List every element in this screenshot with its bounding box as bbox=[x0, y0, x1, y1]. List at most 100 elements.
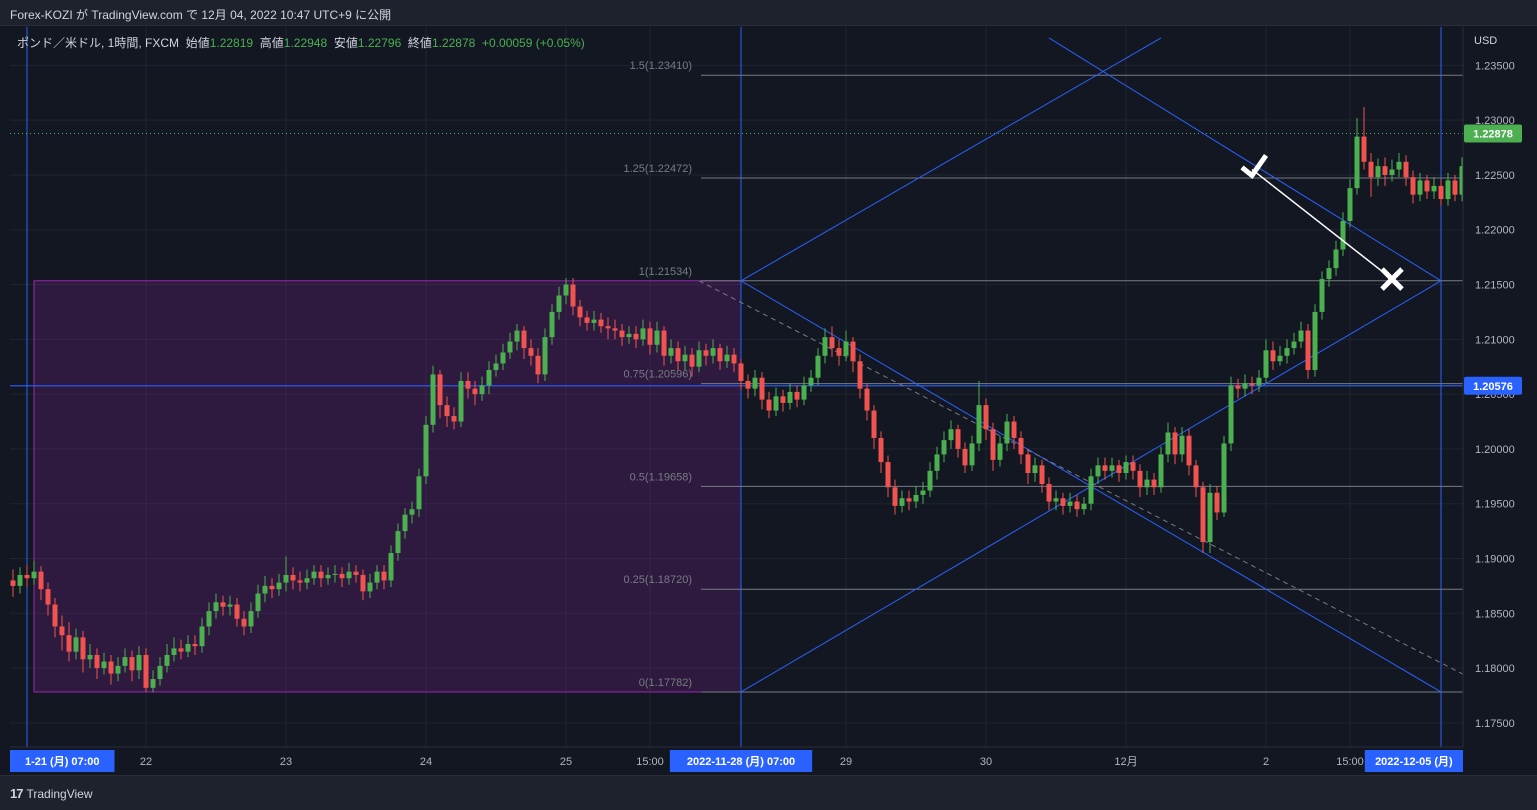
candle bbox=[801, 376, 807, 406]
candle-body bbox=[745, 380, 751, 389]
candle-body bbox=[374, 571, 380, 583]
candle bbox=[1340, 212, 1346, 257]
candle-body bbox=[171, 648, 177, 655]
candle bbox=[864, 383, 870, 421]
candle-body bbox=[934, 454, 940, 471]
candle-body bbox=[451, 416, 457, 422]
candle-body bbox=[1137, 470, 1143, 488]
price-tick-label: 1.18000 bbox=[1475, 663, 1515, 675]
candle-body bbox=[262, 585, 268, 594]
candle-body bbox=[1459, 166, 1463, 195]
candle bbox=[248, 602, 254, 634]
candle-body bbox=[1284, 348, 1290, 356]
candle bbox=[199, 617, 205, 653]
candle-body bbox=[878, 437, 884, 463]
candle-body bbox=[157, 665, 163, 680]
legend-close-label: 終値 bbox=[407, 36, 432, 50]
candle bbox=[227, 595, 233, 616]
candle-body bbox=[724, 354, 730, 362]
candle-body bbox=[822, 337, 828, 356]
candle-body bbox=[283, 574, 289, 583]
candle-body bbox=[1256, 377, 1262, 386]
candle bbox=[885, 455, 891, 498]
candle-body bbox=[626, 333, 632, 338]
candle-body bbox=[1368, 161, 1374, 178]
candle bbox=[269, 578, 275, 598]
price-chart[interactable]: 0(1.17782) 0.25(1.18720) 0.5(1.19658) 0.75(… bbox=[0, 27, 1537, 774]
candle-body bbox=[1347, 188, 1353, 221]
candle-body bbox=[290, 574, 296, 581]
candle-body bbox=[1298, 330, 1304, 342]
candle bbox=[1459, 157, 1463, 202]
candle bbox=[640, 319, 646, 346]
candle-body bbox=[346, 571, 352, 579]
candle-body bbox=[1431, 185, 1437, 192]
candle bbox=[360, 569, 366, 601]
candle bbox=[843, 330, 849, 362]
candle bbox=[906, 490, 912, 511]
candle-body bbox=[458, 380, 464, 422]
candle-body bbox=[1165, 432, 1171, 455]
candle bbox=[1354, 117, 1360, 195]
candle-body bbox=[654, 330, 660, 345]
candle-body bbox=[45, 589, 51, 605]
candle bbox=[927, 462, 933, 498]
footer: 17 TradingView bbox=[0, 775, 1537, 810]
candle-body bbox=[220, 602, 226, 607]
candle-body bbox=[1263, 350, 1269, 378]
candle bbox=[976, 380, 982, 452]
candle bbox=[584, 310, 590, 331]
candle bbox=[717, 343, 723, 371]
fib-level-label: 0.5(1.19658) bbox=[630, 471, 692, 483]
candle-body bbox=[1172, 432, 1178, 455]
candle bbox=[1165, 422, 1171, 463]
candle bbox=[220, 595, 226, 616]
candle bbox=[1186, 429, 1192, 476]
candle-body bbox=[1375, 166, 1381, 178]
candle-body bbox=[1438, 185, 1444, 200]
candle bbox=[703, 343, 709, 366]
candle bbox=[45, 582, 51, 616]
candle-body bbox=[101, 661, 107, 669]
candle-body bbox=[304, 578, 310, 583]
candle-body bbox=[381, 571, 387, 581]
tradingview-brand[interactable]: 17 TradingView bbox=[10, 786, 93, 801]
candle-body bbox=[1326, 268, 1332, 280]
candle-body bbox=[1214, 492, 1220, 513]
candle bbox=[1207, 483, 1213, 554]
candle-body bbox=[703, 350, 709, 356]
candle bbox=[1018, 431, 1024, 465]
candle bbox=[423, 416, 429, 484]
candle bbox=[878, 431, 884, 474]
candle bbox=[1172, 427, 1178, 465]
candle-body bbox=[199, 626, 205, 647]
candle bbox=[346, 562, 352, 585]
candle-body bbox=[794, 391, 800, 400]
fib-level-label: 0.75(1.20596) bbox=[624, 369, 693, 381]
candle bbox=[1389, 159, 1395, 182]
price-badge: 1.22878 bbox=[1464, 124, 1522, 143]
candle-body bbox=[59, 626, 65, 636]
candle-body bbox=[927, 470, 933, 491]
candle-body bbox=[339, 573, 345, 579]
check-mark-icon bbox=[1240, 154, 1269, 180]
candle-body bbox=[738, 363, 744, 381]
legend-symbol: ポンド／米ドル, 1時間, FXCM bbox=[17, 36, 180, 50]
chart-area[interactable]: 0(1.17782) 0.25(1.18720) 0.5(1.19658) 0.75(… bbox=[0, 27, 1537, 774]
tradingview-logo-icon: 17 bbox=[10, 786, 24, 801]
candle bbox=[1228, 376, 1234, 452]
candle bbox=[528, 339, 534, 366]
candle bbox=[542, 328, 548, 381]
candle bbox=[1158, 446, 1164, 493]
candle bbox=[339, 567, 345, 587]
candle bbox=[1396, 153, 1402, 178]
candle bbox=[682, 345, 688, 371]
candle bbox=[164, 643, 170, 673]
candle bbox=[1179, 427, 1185, 463]
price-tick-label: 1.17500 bbox=[1475, 718, 1515, 730]
candle bbox=[290, 567, 296, 590]
price-badge-label: 1.20576 bbox=[1473, 381, 1513, 393]
candle-body bbox=[871, 410, 877, 438]
candle-body bbox=[1081, 503, 1087, 510]
candle bbox=[1347, 179, 1353, 228]
